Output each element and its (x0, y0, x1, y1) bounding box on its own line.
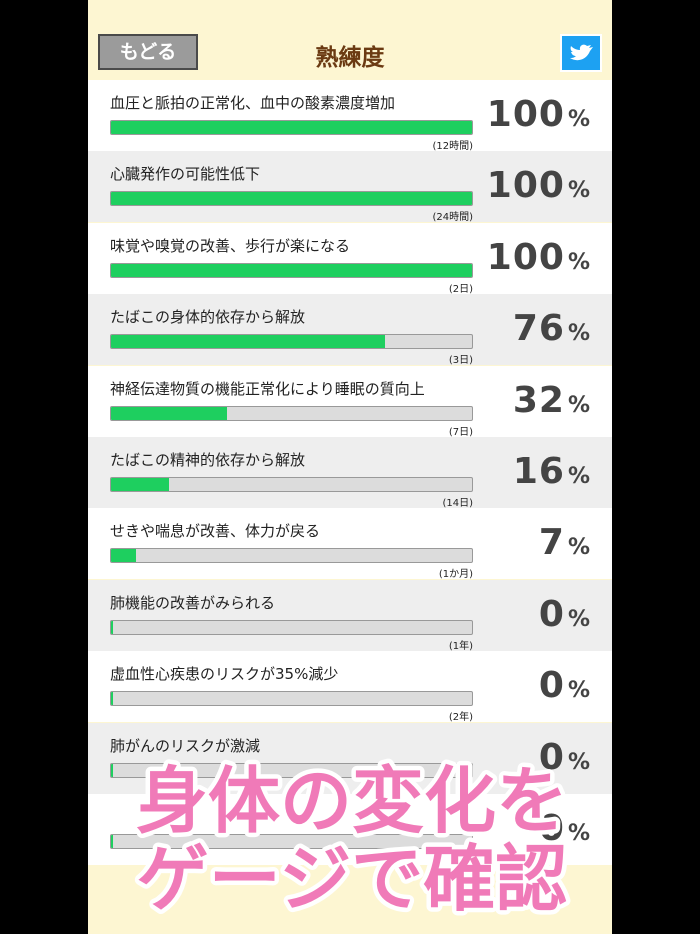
row-label: 肺機能の改善がみられる (110, 593, 276, 612)
row-period: (3日) (448, 355, 473, 367)
row-period: (2日) (448, 283, 473, 295)
list-row: 血圧と脈拍の正常化、血中の酸素濃度増加 (12時間) 100% (88, 80, 612, 152)
row-label: 虚血性心疾患のリスクが35%減少 (110, 665, 339, 684)
row-percent: 16% (513, 451, 590, 492)
percent-value: 0 (538, 665, 565, 707)
percent-unit: % (567, 678, 590, 704)
percent-unit: % (567, 464, 590, 489)
progress-track (110, 619, 473, 635)
progress-fill (111, 335, 386, 349)
progress-track (110, 477, 473, 492)
percent-unit: % (567, 392, 590, 418)
list-row: 肺がんのリスクが激減 0% (88, 722, 612, 794)
row-label: 肺がんのリスクが激減 (110, 736, 261, 755)
list-row: 心臓発作の可能性低下 (24時間) 100% (88, 151, 612, 224)
progress-fill (111, 835, 113, 848)
percent-value: 0 (538, 736, 565, 778)
row-period: (1年) (448, 640, 473, 652)
twitter-icon (570, 44, 593, 61)
row-percent: 0% (539, 808, 590, 849)
percent-value: 7 (538, 522, 565, 564)
percent-unit: % (567, 821, 590, 846)
row-period: (2年) (448, 712, 473, 724)
percent-unit: % (567, 321, 590, 347)
row-period: (12時間) (432, 141, 473, 152)
progress-track (110, 120, 473, 135)
progress-fill (111, 763, 113, 777)
progress-track (110, 691, 473, 707)
row-label: たばこの身体的依存から解放 (110, 308, 306, 327)
progress-fill (111, 620, 113, 634)
list-row: 0% (88, 794, 612, 865)
percent-unit: % (567, 107, 590, 132)
percent-value: 0 (538, 808, 565, 849)
promo-line: 身体の変化を (136, 759, 568, 843)
row-label: 味覚や嗅覚の改善、歩行が楽になる (110, 236, 351, 255)
back-button[interactable]: もどる (98, 34, 198, 70)
percent-unit: % (567, 606, 590, 632)
progress-fill (111, 478, 169, 491)
row-percent: 7% (539, 522, 590, 563)
list-row: 味覚や嗅覚の改善、歩行が楽になる (2日) 100% (88, 222, 612, 295)
progress-track (110, 834, 473, 849)
row-label: たばこの精神的依存から解放 (110, 451, 306, 469)
percent-value: 76 (512, 308, 565, 350)
progress-track (110, 191, 473, 207)
progress-track (110, 548, 473, 564)
screen-title: 熟練度 (315, 45, 385, 71)
row-percent: 0% (539, 594, 590, 635)
list-row: たばこの身体的依存から解放 (3日) 76% (88, 294, 612, 367)
row-percent: 32% (513, 380, 590, 421)
progress-fill (111, 121, 472, 134)
row-percent: 100% (487, 165, 590, 206)
percent-value: 32 (512, 379, 565, 421)
row-percent: 100% (487, 237, 590, 278)
list-row: せきや喘息が改善、体力が戻る (1か月) 7% (88, 508, 612, 581)
list-row: たばこの精神的依存から解放 (14日) 16% (88, 437, 612, 509)
progress-fill (111, 549, 137, 563)
progress-fill (111, 263, 472, 277)
progress-track (110, 262, 473, 278)
percent-value: 100 (486, 236, 565, 278)
percent-value: 16 (512, 451, 565, 492)
percent-value: 100 (486, 94, 565, 135)
row-period: (7日) (448, 426, 473, 438)
row-percent: 76% (513, 308, 590, 349)
row-percent: 100% (487, 94, 590, 135)
row-label: 神経伝達物質の機能正常化により睡眠の質向上 (110, 379, 425, 398)
progress-track (110, 762, 473, 778)
row-period: (14日) (442, 498, 473, 509)
list-row: 神経伝達物質の機能正常化により睡眠の質向上 (7日) 32% (88, 365, 612, 438)
progress-fill (111, 692, 113, 706)
list-row: 肺機能の改善がみられる (1年) 0% (88, 579, 612, 652)
percent-unit: % (567, 749, 590, 775)
twitter-button[interactable] (560, 34, 602, 72)
row-period: (1か月) (438, 569, 473, 581)
percent-unit: % (567, 178, 590, 204)
row-percent: 0% (539, 665, 590, 706)
row-period: (24時間) (432, 212, 473, 224)
list-row: 虚血性心疾患のリスクが35%減少 (2年) 0% (88, 651, 612, 724)
percent-unit: % (567, 249, 590, 275)
progress-fill (111, 406, 227, 420)
percent-value: 0 (538, 593, 565, 635)
row-label: 心臓発作の可能性低下 (110, 165, 261, 184)
progress-track (110, 334, 473, 350)
progress-track (110, 405, 473, 421)
row-label: せきや喘息が改善、体力が戻る (110, 522, 321, 541)
promo-line: ゲージで確認 (137, 837, 568, 921)
percent-unit: % (567, 535, 590, 561)
percent-value: 100 (486, 165, 565, 207)
row-percent: 0% (539, 737, 590, 778)
app-screen: もどる 熟練度 血圧と脈拍の正常化、血中の酸素濃度増加 (12時間) 100% 心臓発… (88, 0, 612, 934)
progress-fill (111, 192, 472, 206)
row-label: 血圧と脈拍の正常化、血中の酸素濃度増加 (110, 94, 396, 112)
